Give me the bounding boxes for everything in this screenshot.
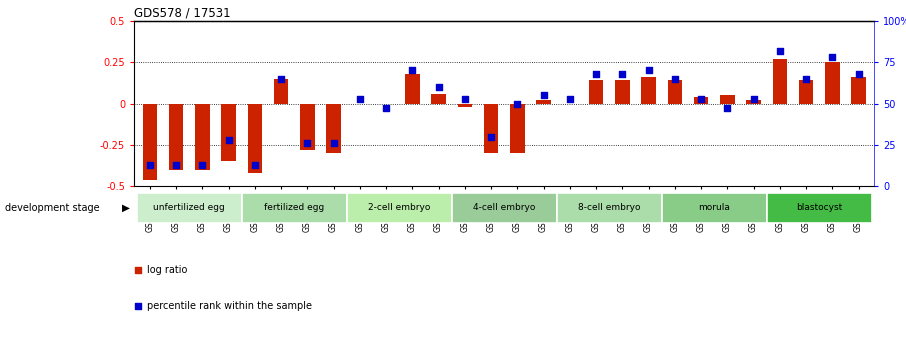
- Bar: [773, 59, 787, 104]
- Point: [130, 303, 145, 308]
- Bar: [556, 193, 661, 223]
- Bar: [300, 104, 314, 150]
- Point: [563, 96, 577, 101]
- Bar: [799, 80, 814, 104]
- Point: [825, 55, 840, 60]
- Text: log ratio: log ratio: [148, 266, 188, 275]
- Point: [195, 162, 209, 168]
- Point: [326, 140, 341, 146]
- Bar: [242, 193, 347, 223]
- Bar: [247, 104, 262, 173]
- Text: 8-cell embryo: 8-cell embryo: [578, 203, 641, 213]
- Point: [668, 76, 682, 81]
- Bar: [431, 93, 446, 104]
- Bar: [661, 193, 766, 223]
- Bar: [405, 74, 419, 104]
- Bar: [458, 104, 472, 107]
- Bar: [274, 79, 288, 103]
- Point: [536, 92, 551, 98]
- Bar: [825, 62, 840, 104]
- Point: [379, 106, 393, 111]
- Bar: [536, 100, 551, 104]
- Text: ▶: ▶: [122, 203, 130, 213]
- Bar: [347, 193, 452, 223]
- Bar: [326, 104, 341, 153]
- Point: [169, 162, 183, 168]
- Bar: [641, 77, 656, 104]
- Bar: [142, 104, 157, 180]
- Bar: [615, 80, 630, 104]
- Point: [142, 162, 157, 168]
- Bar: [221, 104, 236, 161]
- Bar: [668, 80, 682, 104]
- Point: [589, 71, 603, 77]
- Text: percentile rank within the sample: percentile rank within the sample: [148, 301, 313, 310]
- Bar: [852, 77, 866, 104]
- Bar: [484, 104, 498, 153]
- Point: [352, 96, 367, 101]
- Point: [852, 71, 866, 77]
- Bar: [169, 104, 183, 170]
- Point: [300, 140, 314, 146]
- Text: blastocyst: blastocyst: [796, 203, 843, 213]
- Text: unfertilized egg: unfertilized egg: [153, 203, 225, 213]
- Bar: [452, 193, 556, 223]
- Point: [405, 68, 419, 73]
- Text: 2-cell embryo: 2-cell embryo: [368, 203, 430, 213]
- Point: [694, 96, 708, 101]
- Bar: [195, 104, 209, 170]
- Point: [747, 96, 761, 101]
- Point: [484, 134, 498, 139]
- Point: [799, 76, 814, 81]
- Text: 4-cell embryo: 4-cell embryo: [473, 203, 535, 213]
- Bar: [720, 95, 735, 104]
- Bar: [747, 100, 761, 104]
- Bar: [694, 97, 708, 104]
- Text: development stage: development stage: [5, 203, 99, 213]
- Bar: [137, 193, 242, 223]
- Bar: [766, 193, 872, 223]
- Text: GDS578 / 17531: GDS578 / 17531: [134, 6, 231, 19]
- Point: [221, 137, 236, 143]
- Bar: [589, 80, 603, 104]
- Point: [431, 84, 446, 90]
- Point: [720, 106, 735, 111]
- Point: [247, 162, 262, 168]
- Point: [510, 101, 525, 106]
- Point: [458, 96, 472, 101]
- Text: fertilized egg: fertilized egg: [264, 203, 324, 213]
- Point: [130, 268, 145, 273]
- Text: morula: morula: [699, 203, 730, 213]
- Bar: [510, 104, 525, 153]
- Point: [274, 76, 288, 81]
- Point: [615, 71, 630, 77]
- Point: [641, 68, 656, 73]
- Point: [773, 48, 787, 53]
